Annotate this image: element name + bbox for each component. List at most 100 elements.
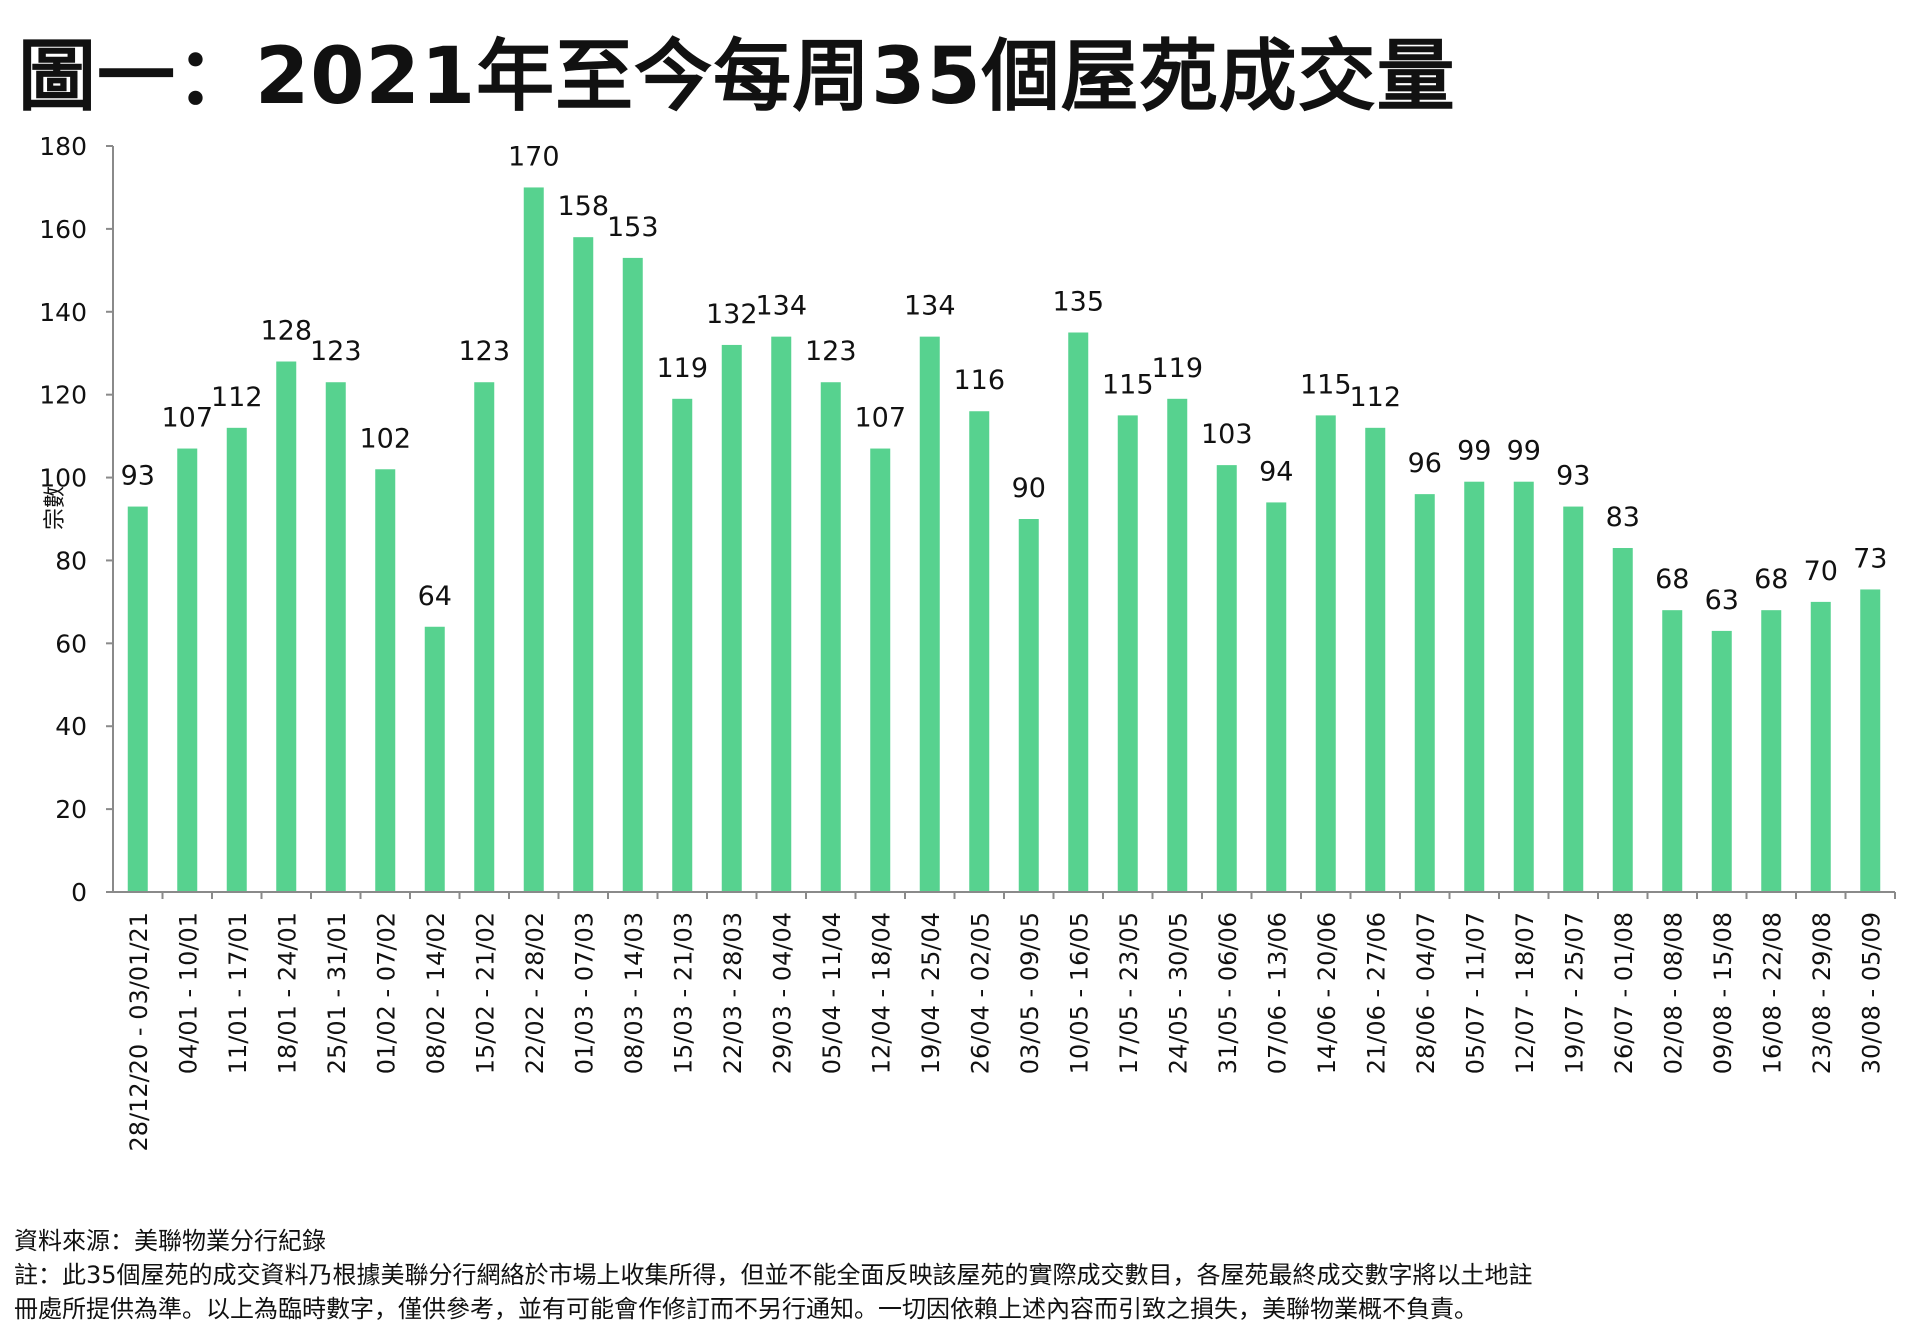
x-tick-label: 08/02 - 14/02 — [422, 912, 450, 1074]
data-label: 115 — [1300, 369, 1352, 400]
bar — [523, 187, 544, 892]
data-label: 90 — [1012, 473, 1046, 504]
bar — [1612, 548, 1633, 892]
bar — [1167, 398, 1188, 892]
x-tick-label: 28/12/20 - 03/01/21 — [125, 912, 153, 1152]
x-tick-label: 02/08 - 08/08 — [1659, 912, 1687, 1074]
data-label: 64 — [418, 581, 452, 612]
x-tick-label: 04/01 - 10/01 — [174, 912, 202, 1074]
bar — [1860, 589, 1881, 892]
bar — [771, 336, 792, 893]
bar — [1266, 502, 1287, 892]
y-tick-label: 0 — [71, 878, 87, 907]
data-label: 123 — [310, 336, 362, 367]
data-label: 132 — [706, 299, 758, 330]
data-label: 102 — [359, 423, 411, 454]
bar — [127, 506, 148, 892]
x-tick-label: 12/04 - 18/04 — [867, 912, 895, 1074]
data-label: 134 — [755, 291, 807, 322]
y-tick-label: 80 — [55, 546, 87, 575]
data-label: 107 — [161, 403, 213, 434]
data-label: 134 — [904, 291, 956, 322]
bar — [1365, 427, 1386, 892]
data-label: 83 — [1606, 502, 1640, 533]
bar — [1117, 415, 1138, 892]
x-tick-label: 26/07 - 01/08 — [1610, 912, 1638, 1074]
data-label: 107 — [854, 403, 906, 434]
x-tick-label: 15/03 - 21/03 — [669, 912, 697, 1074]
bar — [1761, 610, 1782, 892]
x-tick-label: 10/05 - 16/05 — [1065, 912, 1093, 1074]
x-tick-label: 21/06 - 27/06 — [1362, 912, 1390, 1074]
data-label: 73 — [1853, 543, 1887, 574]
bar — [1711, 630, 1732, 892]
bar — [1563, 506, 1584, 892]
y-tick-label: 40 — [55, 712, 87, 741]
bar — [721, 344, 742, 892]
bar — [1018, 519, 1039, 892]
data-label: 99 — [1457, 436, 1491, 467]
data-labels: 9310711212812310264123170158153119132134… — [121, 141, 1888, 615]
y-tick-label: 120 — [39, 381, 87, 410]
bar — [969, 411, 990, 892]
y-axis: 0 20 40 60 80 100 120 140 160 180 — [39, 132, 114, 907]
x-tick-label: 26/04 - 02/05 — [966, 912, 994, 1074]
x-tick-label: 18/01 - 24/01 — [273, 912, 301, 1074]
data-label: 68 — [1754, 564, 1788, 595]
x-tick-label: 01/02 - 07/02 — [372, 912, 400, 1074]
bar — [1662, 610, 1683, 892]
x-tick-label: 22/03 - 28/03 — [719, 912, 747, 1074]
x-tick-label: 05/04 - 11/04 — [818, 912, 846, 1074]
y-tick-label: 100 — [39, 464, 87, 493]
bar — [672, 398, 693, 892]
x-tick-label: 19/04 - 25/04 — [917, 912, 945, 1074]
x-tick-label: 23/08 - 29/08 — [1808, 912, 1836, 1074]
bar — [1315, 415, 1336, 892]
disclaimer-line-2: 冊處所提供為準。以上為臨時數字，僅供參考，並有可能會作修訂而不另行通知。一切因依… — [14, 1295, 1478, 1323]
bar — [276, 361, 297, 892]
x-tick-label: 14/06 - 20/06 — [1313, 912, 1341, 1074]
data-label: 158 — [557, 191, 609, 222]
data-label: 170 — [508, 141, 560, 172]
bar — [375, 469, 396, 892]
data-label: 153 — [607, 212, 659, 243]
data-label: 123 — [805, 336, 857, 367]
y-tick-label: 140 — [39, 298, 87, 327]
chart-title: 圖一：2021年至今每周35個屋苑成交量 — [18, 32, 1456, 122]
x-tick-label: 09/08 - 15/08 — [1709, 912, 1737, 1074]
x-tick-label: 12/07 - 18/07 — [1511, 912, 1539, 1074]
x-tick-label: 05/07 - 11/07 — [1461, 912, 1489, 1074]
bar — [226, 427, 247, 892]
data-label: 103 — [1201, 419, 1253, 450]
source-note: 資料來源：美聯物業分行紀錄 — [14, 1227, 326, 1255]
x-tick-label: 24/05 - 30/05 — [1164, 912, 1192, 1074]
data-label: 135 — [1052, 287, 1104, 318]
x-tick-label: 16/08 - 22/08 — [1758, 912, 1786, 1074]
bar — [1216, 465, 1237, 892]
data-label: 68 — [1655, 564, 1689, 595]
bar — [325, 382, 346, 892]
data-label: 70 — [1804, 556, 1838, 587]
footer: 資料來源：美聯物業分行紀錄 註：此35個屋苑的成交資料乃根據美聯分行網絡於市場上… — [14, 1224, 1533, 1326]
x-tick-label: 29/03 - 04/04 — [768, 912, 796, 1074]
x-tick-label: 01/03 - 07/03 — [570, 912, 598, 1074]
bar — [870, 448, 891, 892]
bar — [177, 448, 198, 892]
data-label: 119 — [656, 353, 708, 384]
x-tick-label: 31/05 - 06/06 — [1214, 912, 1242, 1074]
data-label: 112 — [1349, 382, 1401, 413]
bar — [919, 336, 940, 893]
y-tick-label: 20 — [55, 795, 87, 824]
bar — [1513, 481, 1534, 892]
bar — [474, 382, 495, 892]
x-tick-label: 30/08 - 05/09 — [1857, 912, 1885, 1074]
bars — [127, 187, 1881, 893]
bar — [820, 382, 841, 892]
x-axis: 28/12/20 - 03/01/21 04/01 - 10/01 11/01 - … — [113, 891, 1896, 1152]
data-label: 63 — [1705, 585, 1739, 616]
y-axis-title: 宗數 — [43, 486, 68, 530]
data-label: 112 — [211, 382, 263, 413]
bar — [573, 237, 594, 892]
bar — [1414, 494, 1435, 892]
